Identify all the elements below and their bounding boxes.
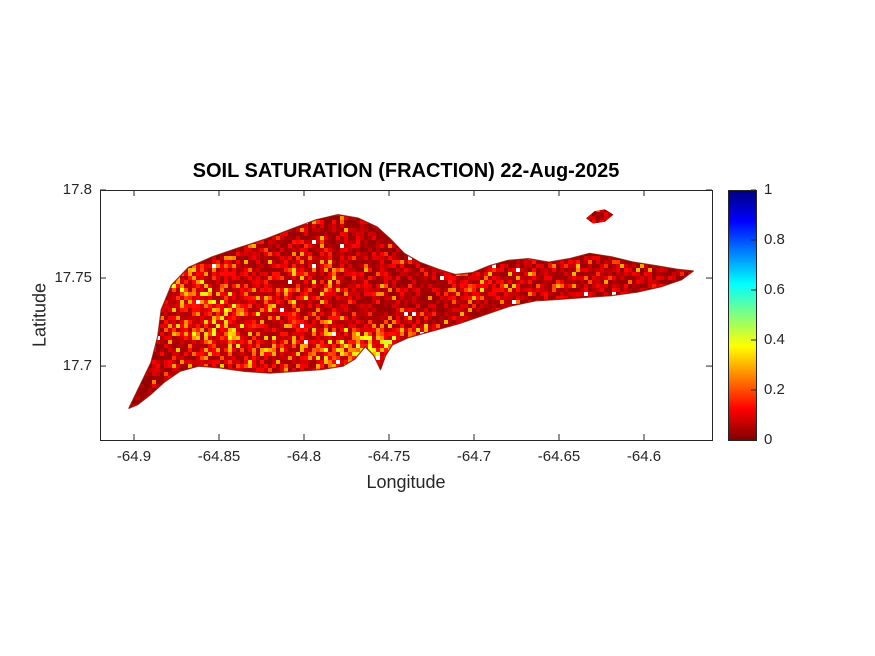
x-tick-label: -64.75 <box>367 448 411 465</box>
y-tick-label: 17.75 <box>54 269 92 287</box>
y-tick-label: 17.8 <box>62 181 92 198</box>
x-tick-label: -64.8 <box>286 448 322 465</box>
colorbar <box>728 190 756 440</box>
colorbar-tick-label: 0.2 <box>764 381 785 398</box>
chart-title: SOIL SATURATION (FRACTION) 22-Aug-2025 <box>192 160 620 182</box>
axes-box <box>100 190 713 441</box>
colorbar-tick-label: 0.8 <box>764 231 785 248</box>
y-tick-label: 17.7 <box>62 357 92 375</box>
x-tick-label: -64.9 <box>116 448 152 465</box>
x-tick-label: -64.6 <box>626 448 662 465</box>
x-tick-label: -64.85 <box>197 448 241 465</box>
colorbar-tick-label: 0 <box>764 431 773 448</box>
x-tick-label: -64.7 <box>456 448 492 465</box>
colorbar-tick-label: 0.6 <box>764 281 785 298</box>
saturation-raster <box>128 209 694 409</box>
x-tick-label: -64.65 <box>537 448 581 465</box>
colorbar-tick-label: 1 <box>764 181 773 198</box>
colorbar-tick-label: 0.4 <box>764 331 785 348</box>
x-axis-label: Longitude <box>366 472 446 492</box>
